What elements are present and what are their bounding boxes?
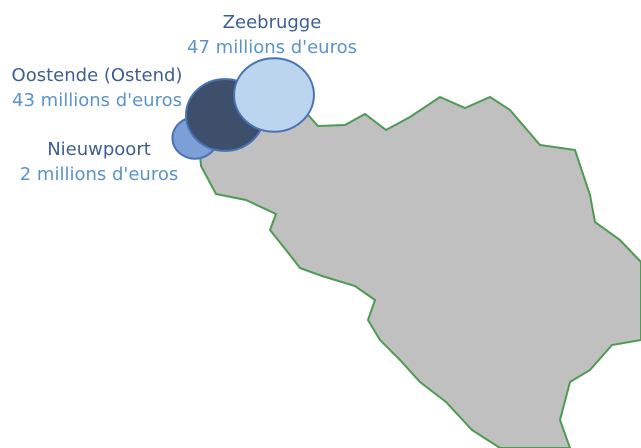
port-name: Nieuwpoort — [47, 139, 151, 160]
port-value: 2 millions d'euros — [20, 164, 178, 185]
port-name: Oostende (Ostend) — [12, 65, 183, 86]
port-value: 43 millions d'euros — [12, 90, 182, 111]
port-name: Zeebrugge — [223, 12, 322, 33]
belgium-outline — [197, 95, 641, 448]
port-value: 47 millions d'euros — [187, 37, 357, 58]
port-bubble — [233, 57, 315, 133]
